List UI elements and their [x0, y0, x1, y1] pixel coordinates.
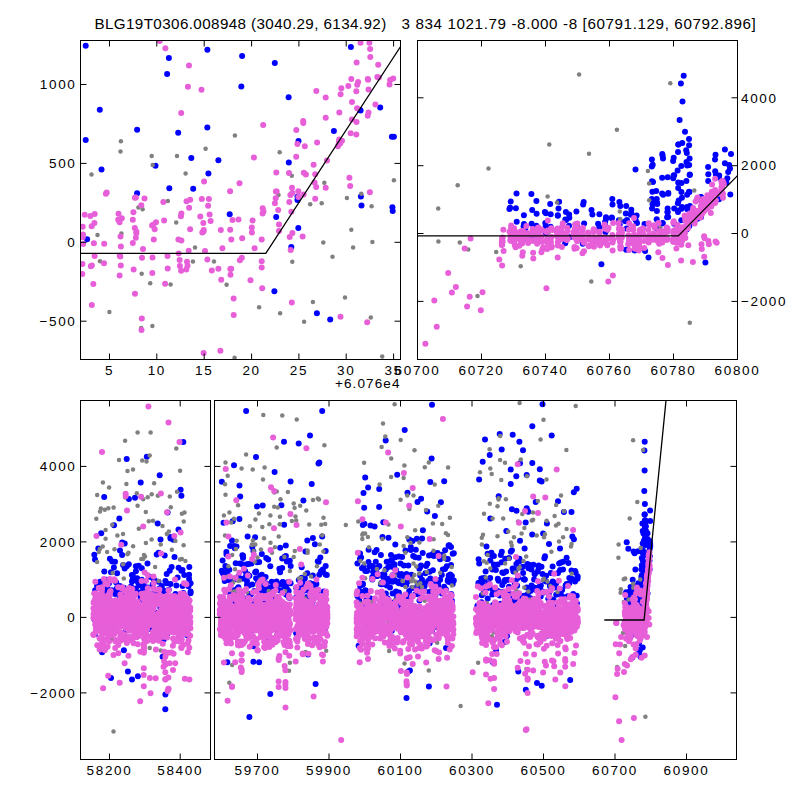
- svg-text:0: 0: [67, 610, 76, 625]
- svg-text:60700: 60700: [395, 363, 441, 378]
- svg-text:10: 10: [148, 363, 166, 378]
- svg-text:BLG19T0306.008948 (3040.29, 61: BLG19T0306.008948 (3040.29, 6134.92): [94, 15, 386, 32]
- svg-text:2000: 2000: [40, 535, 77, 550]
- svg-text:3 834 1021.79 -8.000 -8 [60791: 3 834 1021.79 -8.000 -8 [60791.129, 6079…: [402, 15, 757, 32]
- svg-text:60100: 60100: [378, 763, 424, 778]
- svg-text:0: 0: [741, 226, 750, 241]
- svg-text:15: 15: [195, 363, 213, 378]
- svg-text:60780: 60780: [651, 363, 697, 378]
- svg-text:59900: 59900: [306, 763, 352, 778]
- svg-text:60800: 60800: [715, 363, 761, 378]
- svg-text:−2000: −2000: [30, 686, 76, 701]
- svg-text:60900: 60900: [664, 763, 710, 778]
- svg-text:60700: 60700: [592, 763, 638, 778]
- svg-text:60300: 60300: [449, 763, 495, 778]
- svg-text:58200: 58200: [87, 763, 133, 778]
- svg-text:60760: 60760: [587, 363, 633, 378]
- svg-text:500: 500: [49, 156, 76, 171]
- svg-text:−500: −500: [39, 314, 76, 329]
- svg-text:59700: 59700: [235, 763, 281, 778]
- svg-text:−2000: −2000: [741, 294, 787, 309]
- svg-text:+6.076e4: +6.076e4: [335, 376, 400, 391]
- svg-text:4000: 4000: [741, 91, 778, 106]
- svg-text:25: 25: [290, 363, 308, 378]
- svg-text:60740: 60740: [523, 363, 569, 378]
- svg-text:60720: 60720: [459, 363, 505, 378]
- svg-text:58400: 58400: [157, 763, 203, 778]
- svg-text:60500: 60500: [521, 763, 567, 778]
- svg-text:2000: 2000: [741, 158, 778, 173]
- svg-text:0: 0: [67, 235, 76, 250]
- svg-text:1000: 1000: [40, 77, 77, 92]
- svg-text:5: 5: [105, 363, 114, 378]
- svg-text:20: 20: [242, 363, 260, 378]
- svg-text:4000: 4000: [40, 459, 77, 474]
